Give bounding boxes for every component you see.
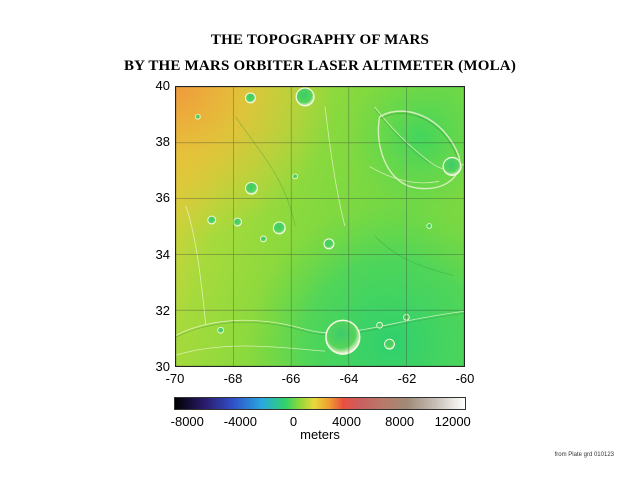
elevation-colorbar [174,397,466,410]
x-tick-label: -68 [223,371,243,386]
x-tick-label: -62 [397,371,417,386]
y-tick-label: 38 [155,134,170,150]
topography-map [175,86,465,367]
x-tick-label: -66 [281,371,301,386]
map-title: THE TOPOGRAPHY OF MARS [210,32,430,48]
y-tick-label: 30 [155,359,170,374]
crater-marks [195,87,462,355]
map-subtitle: BY THE MARS ORBITER LASER ALTIMETER (MOL… [123,58,517,74]
colorbar-unit-label: meters [300,427,340,442]
colorbar-tick-label: 4000 [332,414,361,429]
source-credit: from Plate grd 010123 [554,452,614,458]
coordinate-grid [176,87,464,366]
x-tick-label: -70 [165,371,185,386]
y-tick-label: 40 [155,78,170,93]
colorbar-tick-label: 12000 [434,414,471,429]
topography-map-image [176,87,464,366]
colorbar-tick-label: -8000 [170,414,204,429]
colorbar-tick-label: -4000 [223,414,257,429]
colorbar-tick-label: 0 [289,414,298,429]
y-tick-label: 34 [155,246,170,262]
y-tick-label: 32 [155,302,170,318]
x-tick-label: -64 [339,371,359,386]
x-tick-label: -60 [455,371,475,386]
colorbar-tick-label: 8000 [385,414,415,429]
y-tick-label: 36 [155,190,170,206]
